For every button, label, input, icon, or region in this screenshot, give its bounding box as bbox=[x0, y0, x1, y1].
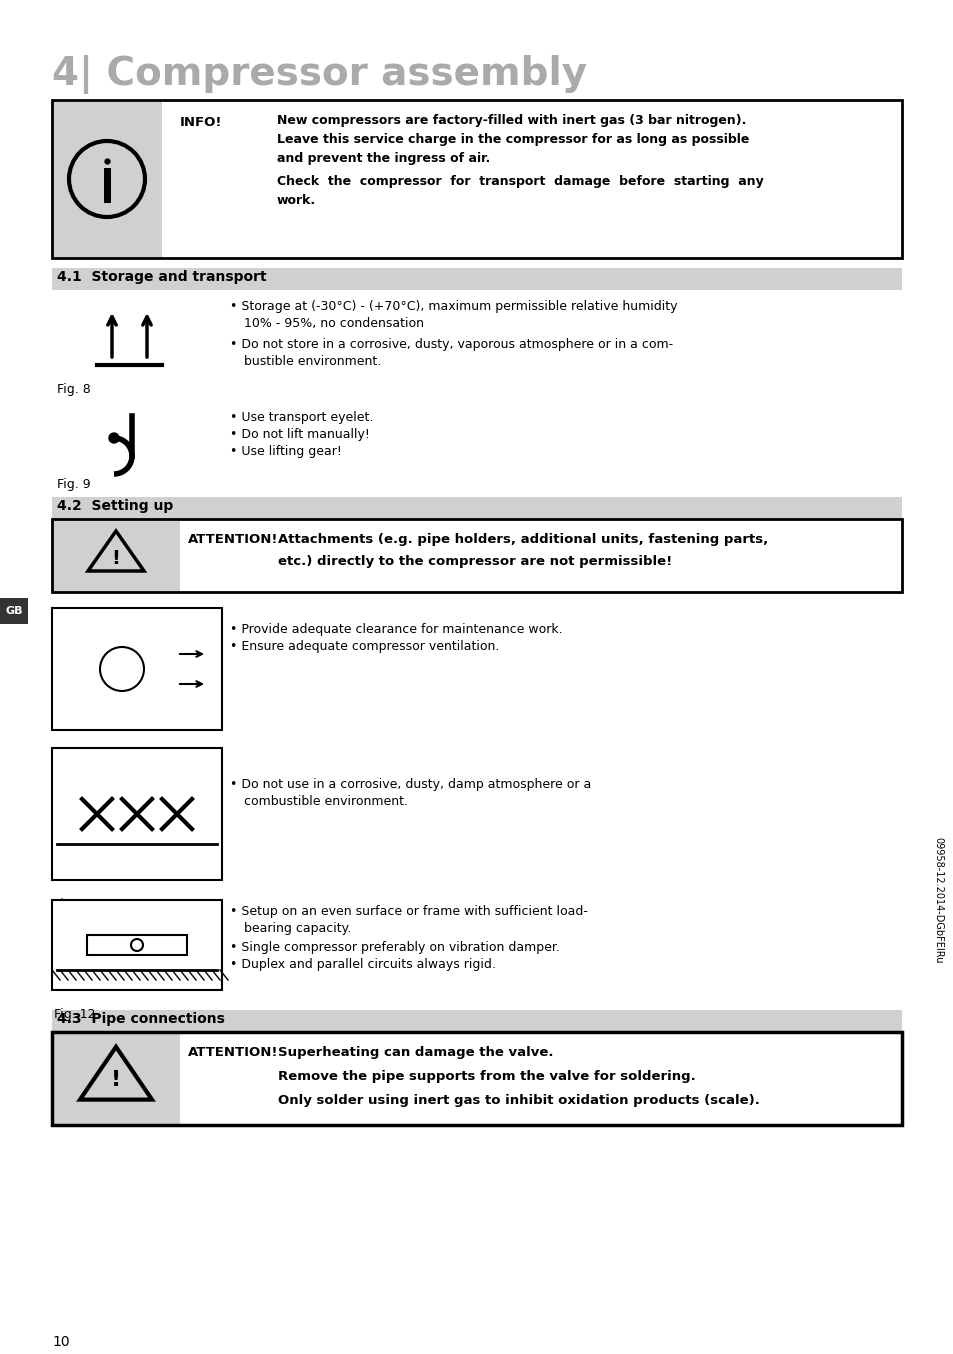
Text: ATTENTION!: ATTENTION! bbox=[188, 1047, 278, 1059]
Bar bbox=[52, 900, 222, 990]
Text: Fig. 11: Fig. 11 bbox=[54, 898, 95, 911]
Text: Fig. 9: Fig. 9 bbox=[57, 478, 91, 492]
Text: Check  the  compressor  for  transport  damage  before  starting  any: Check the compressor for transport damag… bbox=[276, 175, 763, 188]
Text: • Storage at (-30°C) - (+70°C), maximum permissible relative humidity: • Storage at (-30°C) - (+70°C), maximum … bbox=[230, 301, 677, 313]
Bar bbox=[52, 1032, 901, 1125]
Text: • Use transport eyelet.: • Use transport eyelet. bbox=[230, 412, 373, 424]
Text: bustible environment.: bustible environment. bbox=[244, 355, 381, 368]
Text: Attachments (e.g. pipe holders, additional units, fastening parts,: Attachments (e.g. pipe holders, addition… bbox=[277, 533, 767, 546]
Text: combustible environment.: combustible environment. bbox=[244, 795, 408, 808]
Text: • Use lifting gear!: • Use lifting gear! bbox=[230, 445, 341, 458]
Text: • Duplex and parallel circuits always rigid.: • Duplex and parallel circuits always ri… bbox=[230, 959, 496, 971]
Text: work.: work. bbox=[276, 194, 315, 207]
Text: 4.3  Pipe connections: 4.3 Pipe connections bbox=[57, 1011, 225, 1026]
Text: Fig. 8: Fig. 8 bbox=[57, 383, 91, 395]
Text: etc.) directly to the compressor are not permissible!: etc.) directly to the compressor are not… bbox=[277, 555, 672, 567]
Text: GB: GB bbox=[6, 607, 23, 616]
Text: 09958-12.2014-DGbFEIRu: 09958-12.2014-DGbFEIRu bbox=[932, 837, 942, 963]
Text: • Ensure adequate compressor ventilation.: • Ensure adequate compressor ventilation… bbox=[230, 640, 498, 653]
Text: • Do not store in a corrosive, dusty, vaporous atmosphere or in a com-: • Do not store in a corrosive, dusty, va… bbox=[230, 338, 673, 351]
Text: Fig. 10: Fig. 10 bbox=[54, 747, 95, 761]
Text: and prevent the ingress of air.: and prevent the ingress of air. bbox=[276, 152, 490, 165]
Text: Remove the pipe supports from the valve for soldering.: Remove the pipe supports from the valve … bbox=[277, 1070, 695, 1083]
Bar bbox=[52, 268, 901, 290]
Text: ATTENTION!: ATTENTION! bbox=[188, 533, 278, 546]
Bar bbox=[52, 1010, 901, 1032]
Bar bbox=[52, 608, 222, 730]
Bar bbox=[52, 100, 162, 259]
Text: • Do not lift manually!: • Do not lift manually! bbox=[230, 428, 370, 441]
Text: • Setup on an even surface or frame with sufficient load-: • Setup on an even surface or frame with… bbox=[230, 904, 587, 918]
Bar bbox=[52, 519, 901, 592]
Text: 10: 10 bbox=[52, 1335, 70, 1349]
Text: Leave this service charge in the compressor for as long as possible: Leave this service charge in the compres… bbox=[276, 133, 749, 146]
Circle shape bbox=[109, 433, 119, 443]
Text: !: ! bbox=[112, 550, 120, 569]
Bar bbox=[0, 598, 28, 624]
Bar bbox=[52, 497, 901, 519]
Text: Superheating can damage the valve.: Superheating can damage the valve. bbox=[277, 1047, 553, 1059]
Text: 4| Compressor assembly: 4| Compressor assembly bbox=[52, 56, 586, 93]
Text: Only solder using inert gas to inhibit oxidation products (scale).: Only solder using inert gas to inhibit o… bbox=[277, 1094, 760, 1108]
Bar bbox=[52, 100, 901, 259]
Text: bearing capacity.: bearing capacity. bbox=[244, 922, 351, 936]
Text: • Provide adequate clearance for maintenance work.: • Provide adequate clearance for mainten… bbox=[230, 623, 562, 636]
Text: New compressors are factory-filled with inert gas (3 bar nitrogen).: New compressors are factory-filled with … bbox=[276, 114, 745, 127]
Text: • Do not use in a corrosive, dusty, damp atmosphere or a: • Do not use in a corrosive, dusty, damp… bbox=[230, 779, 591, 791]
Text: INFO!: INFO! bbox=[180, 116, 222, 129]
Text: • Single compressor preferably on vibration damper.: • Single compressor preferably on vibrat… bbox=[230, 941, 559, 955]
Text: !: ! bbox=[111, 1071, 121, 1090]
Text: 4.2  Setting up: 4.2 Setting up bbox=[57, 500, 173, 513]
Bar bbox=[52, 1032, 180, 1125]
Text: Fig. 12: Fig. 12 bbox=[54, 1007, 95, 1021]
Text: 10% - 95%, no condensation: 10% - 95%, no condensation bbox=[244, 317, 423, 330]
Bar bbox=[52, 519, 180, 592]
Bar bbox=[87, 936, 187, 955]
Bar bbox=[52, 747, 222, 880]
Text: 4.1  Storage and transport: 4.1 Storage and transport bbox=[57, 269, 266, 284]
